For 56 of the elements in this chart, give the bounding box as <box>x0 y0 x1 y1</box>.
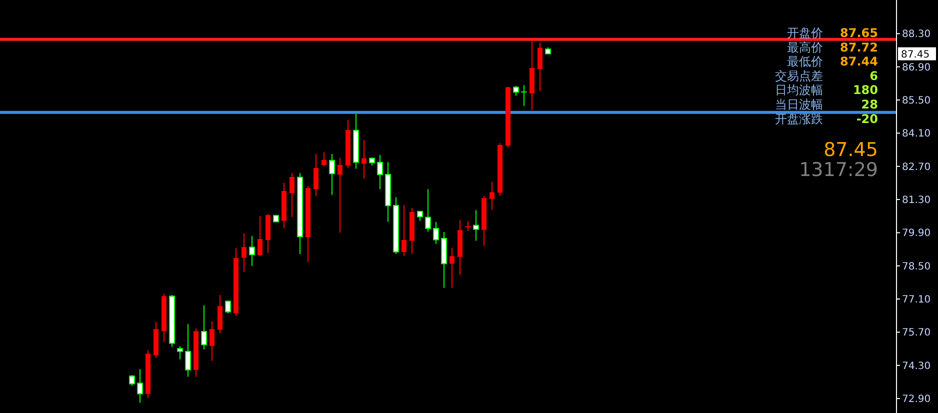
y-tick-label: 85.50 <box>902 95 931 106</box>
annotation: 交易点差 <box>775 68 823 83</box>
candlestick <box>258 216 262 256</box>
annotation: 6 <box>870 68 878 83</box>
candlestick <box>201 304 207 350</box>
candlestick <box>402 204 406 256</box>
candlestick <box>338 158 342 234</box>
candlestick <box>129 374 135 386</box>
candlestick <box>473 210 479 242</box>
candlestick <box>329 154 335 196</box>
candlestick <box>177 346 183 360</box>
y-tick-label: 86.90 <box>902 62 931 74</box>
annotation: 87.72 <box>840 40 878 54</box>
annotation: 开盘价 <box>787 26 823 40</box>
candlestick <box>377 154 383 190</box>
annotation: 87.44 <box>840 54 878 69</box>
annotation: 当日波幅 <box>775 98 823 112</box>
y-tick-label: 72.90 <box>902 394 931 406</box>
annotation: 87.45 <box>824 139 878 161</box>
y-tick-label: 88.30 <box>902 29 931 40</box>
candlestick <box>314 154 318 196</box>
y-tick-label: 82.70 <box>902 162 931 173</box>
annotation: 最低价 <box>787 54 823 69</box>
annotation: 87.65 <box>840 26 878 40</box>
candlestick <box>450 247 454 288</box>
y-tick-label: 84.10 <box>902 128 931 140</box>
y-tick-label: 74.30 <box>902 360 931 372</box>
y-tick-label: 77.10 <box>902 294 931 306</box>
candlestick <box>425 188 431 232</box>
candlestick <box>210 320 214 362</box>
annotation: 87.45 <box>901 49 930 60</box>
annotation: -20 <box>856 112 878 126</box>
candlestick <box>242 232 246 272</box>
candlestick <box>362 140 366 180</box>
candlestick <box>417 210 423 222</box>
candlestick <box>490 181 494 210</box>
candlestick <box>185 324 191 378</box>
candlestick <box>225 300 231 314</box>
candlestick <box>433 222 439 245</box>
candlestick <box>290 172 294 218</box>
annotation: 1317:29 <box>799 159 878 181</box>
annotation: 开盘涨跌 <box>775 112 823 126</box>
annotation: 28 <box>861 98 878 112</box>
candlestick <box>218 294 222 334</box>
annotation: 180 <box>852 83 878 98</box>
candlestick <box>513 86 519 96</box>
y-tick-label: 81.30 <box>902 195 931 206</box>
y-tick-label: 79.90 <box>902 228 931 240</box>
candlestick <box>322 152 326 167</box>
candlestick <box>137 368 143 404</box>
candlestick <box>538 42 542 92</box>
annotation: 日均波幅 <box>775 83 823 98</box>
y-tick-label: 75.70 <box>902 328 931 339</box>
annotation: 最高价 <box>787 40 823 54</box>
y-tick-label: 78.50 <box>902 261 931 272</box>
candlestick <box>249 236 255 266</box>
